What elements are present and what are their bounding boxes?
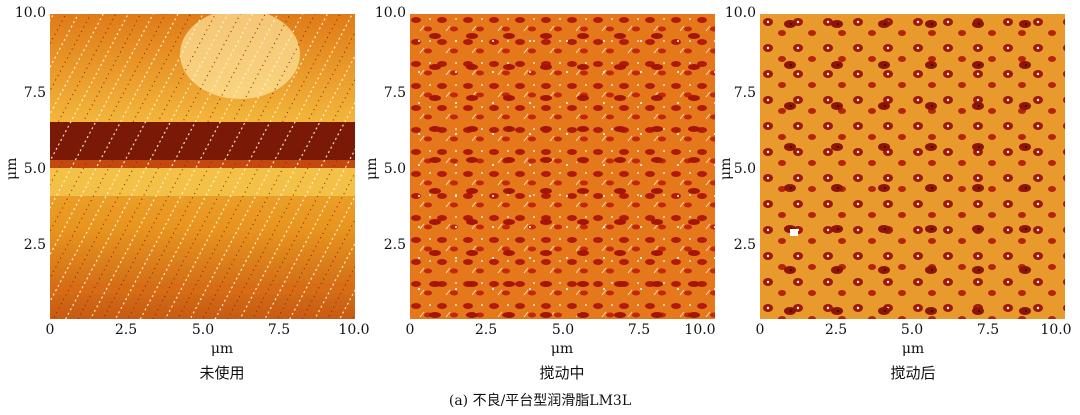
y-tick: 2.5 xyxy=(383,237,406,253)
y-tick: 10.0 xyxy=(14,5,46,21)
x-tick: 0 xyxy=(755,322,765,338)
afm-panel-after: 10.0 7.5 5.0 2.5 μm 0 2.5 5.0 7.5 10.0 μ… xyxy=(718,0,1078,395)
x-tick: 0 xyxy=(45,322,55,338)
afm-panel-unused: 10.0 7.5 5.0 2.5 μm 0 2.5 5.0 7.5 10.0 μ… xyxy=(0,0,370,395)
x-tick: 0 xyxy=(405,322,415,338)
x-tick: 10.0 xyxy=(1040,322,1072,338)
afm-image-after xyxy=(760,14,1065,319)
x-tick: 10.0 xyxy=(338,322,370,338)
y-axis-label: μm xyxy=(364,157,380,180)
y-tick: 7.5 xyxy=(733,85,756,101)
y-tick: 10.0 xyxy=(374,5,406,21)
panel-caption: 搅动中 xyxy=(539,364,585,382)
x-tick: 7.5 xyxy=(976,322,1000,338)
figure-caption: (a) 不良/平台型润滑脂LM3L xyxy=(448,393,632,409)
afm-panel-during: 10.0 7.5 5.0 2.5 μm 0 2.5 5.0 7.5 10.0 μ… xyxy=(360,0,720,395)
x-tick: 5.0 xyxy=(551,322,575,338)
y-axis-label: μm xyxy=(4,157,20,180)
afm-image-during xyxy=(410,14,715,319)
panel-caption: 未使用 xyxy=(199,364,245,382)
x-axis-label: μm xyxy=(901,341,925,357)
x-tick: 7.5 xyxy=(267,322,291,338)
panel-caption: 搅动后 xyxy=(890,364,936,382)
y-tick: 2.5 xyxy=(23,237,46,253)
y-tick: 5.0 xyxy=(383,161,406,177)
x-axis-label: μm xyxy=(210,341,234,357)
x-tick: 5.0 xyxy=(900,322,924,338)
afm-image-unused xyxy=(50,14,355,319)
y-tick: 2.5 xyxy=(733,237,756,253)
y-tick: 10.0 xyxy=(724,5,756,21)
y-tick: 7.5 xyxy=(383,85,406,101)
y-tick: 7.5 xyxy=(23,85,46,101)
x-tick: 7.5 xyxy=(627,322,651,338)
y-axis-label: μm xyxy=(718,157,734,180)
y-tick: 5.0 xyxy=(733,161,756,177)
x-tick: 2.5 xyxy=(824,322,848,338)
x-tick: 2.5 xyxy=(114,322,138,338)
x-axis-label: μm xyxy=(550,341,574,357)
x-tick: 2.5 xyxy=(474,322,498,338)
x-tick: 5.0 xyxy=(191,322,215,338)
x-tick: 10.0 xyxy=(684,322,716,338)
y-tick: 5.0 xyxy=(23,161,46,177)
